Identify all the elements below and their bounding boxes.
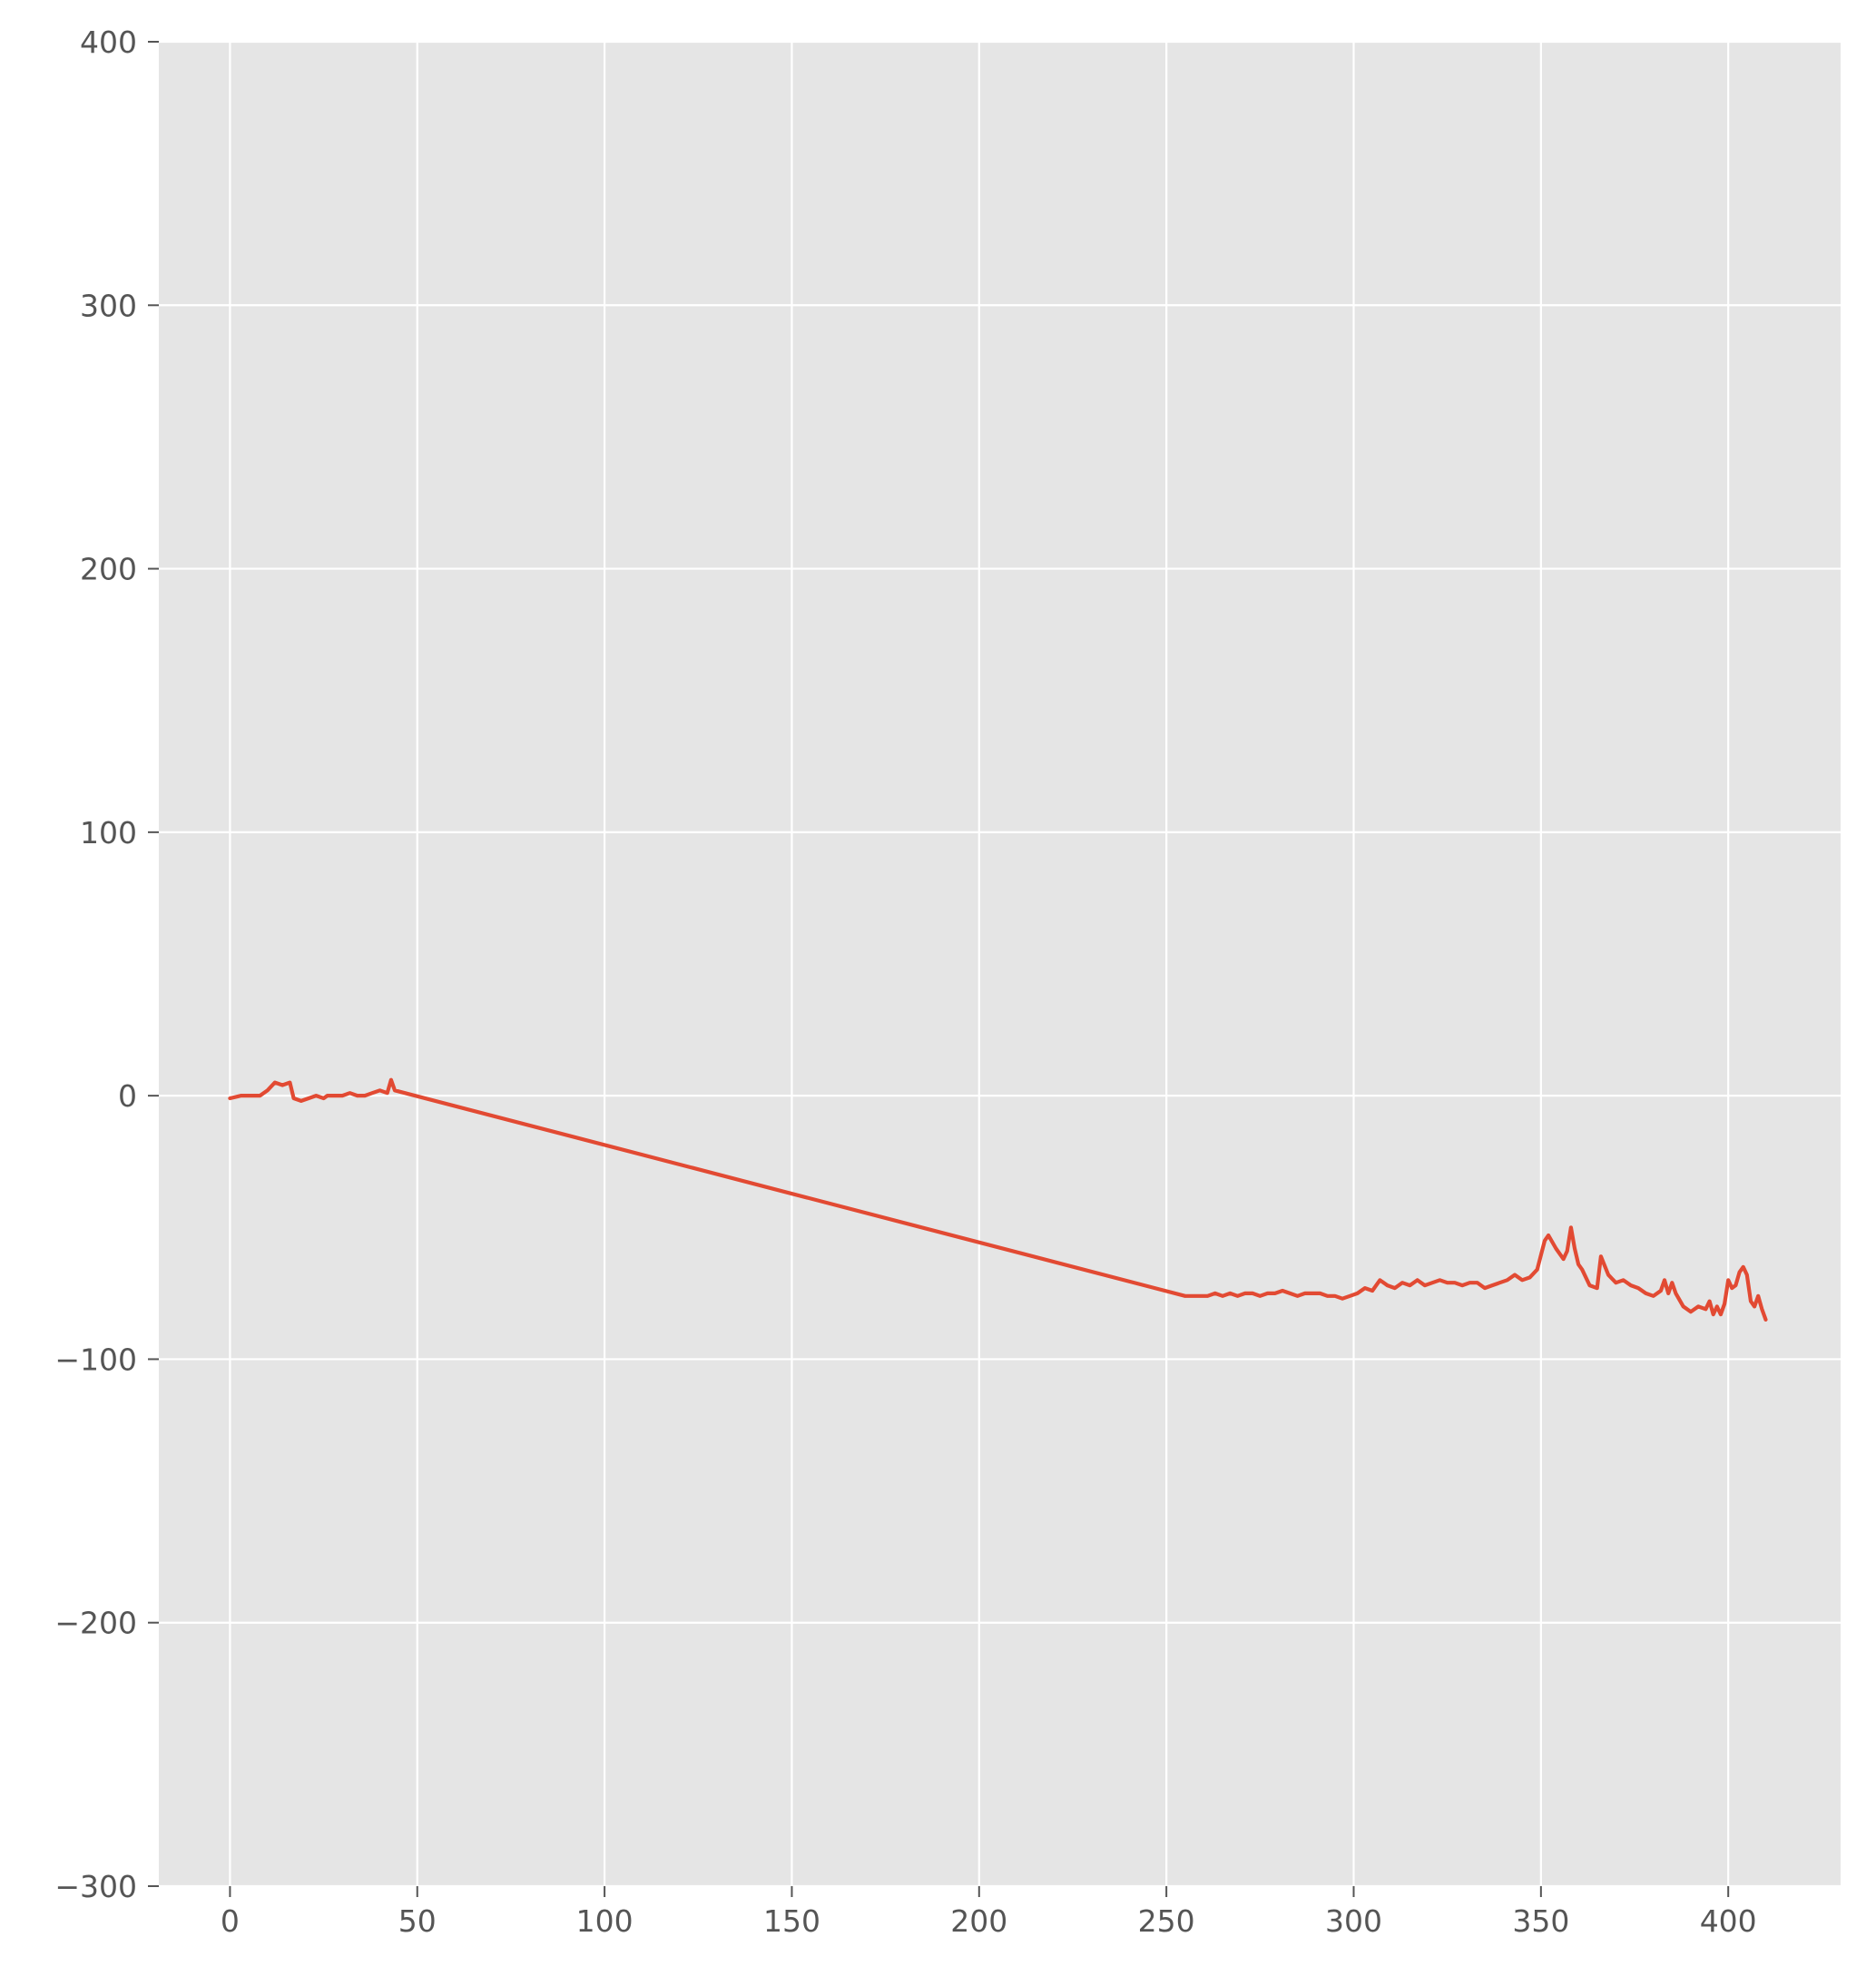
grid-lines	[159, 40, 1841, 1888]
y-tick-label: 200	[80, 552, 137, 587]
x-tick-label: 100	[576, 1903, 634, 1939]
x-tick-label: 200	[950, 1903, 1007, 1939]
y-tick-label: 400	[80, 25, 137, 60]
plot-area	[159, 42, 1841, 1886]
series-layer	[228, 1077, 1768, 1322]
x-tick-label: 150	[763, 1903, 820, 1939]
y-tick-label: 100	[80, 815, 137, 850]
axes: 0 50 100 150 200 250 300 350 400 −300 −200 −100 0 100…	[54, 25, 1756, 1939]
x-tick-label: 400	[1700, 1903, 1757, 1939]
y-tick-label: −100	[54, 1342, 137, 1377]
y-tick-label: 0	[118, 1078, 137, 1114]
x-tick-label: 0	[221, 1903, 240, 1939]
x-tick-label: 350	[1512, 1903, 1569, 1939]
x-tick-label: 250	[1138, 1903, 1195, 1939]
x-tick-label: 300	[1325, 1903, 1382, 1939]
y-tick-label: 300	[80, 288, 137, 323]
y-tick-label: −300	[54, 1869, 137, 1904]
series-line-0	[228, 1077, 1768, 1322]
y-tick-label: −200	[54, 1606, 137, 1641]
x-tick-label: 50	[398, 1903, 437, 1939]
